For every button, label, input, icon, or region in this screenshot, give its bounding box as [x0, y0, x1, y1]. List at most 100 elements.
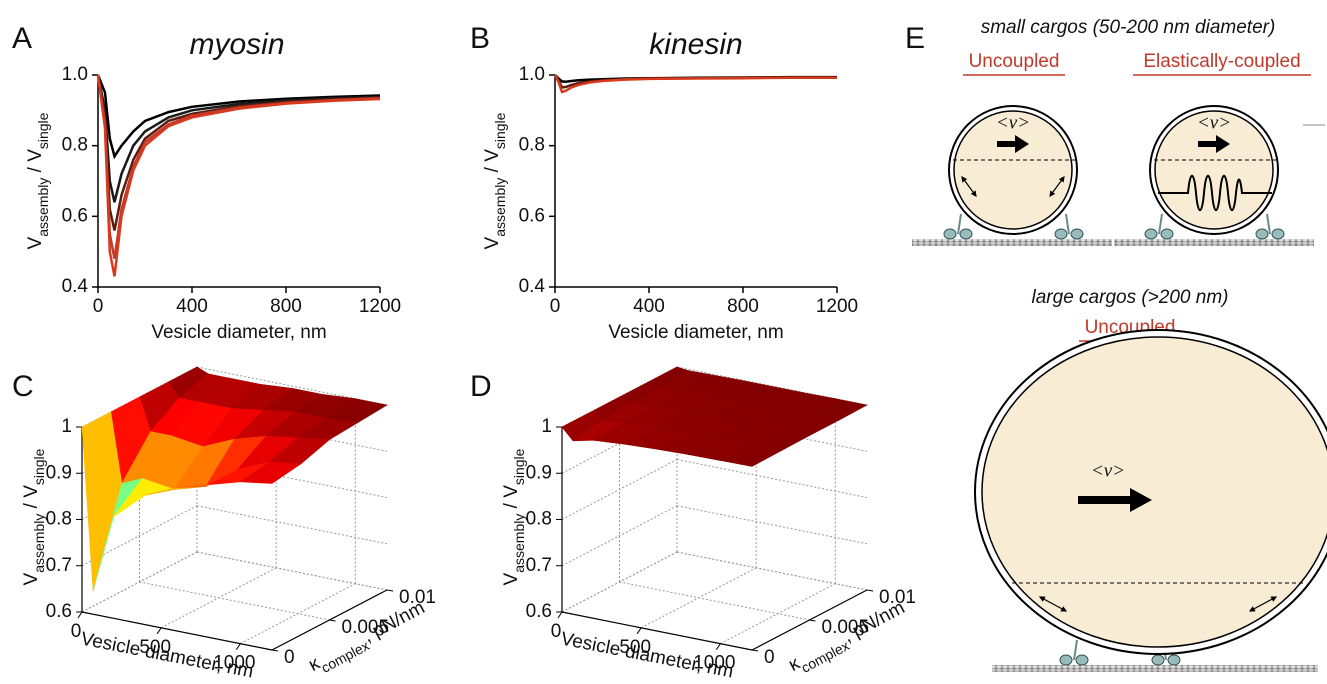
grid-line — [676, 551, 868, 591]
y-tick-label: 0.6 — [62, 205, 88, 226]
y-tick-label: 1.0 — [519, 64, 545, 85]
y-tick-label: 0.01 — [399, 587, 436, 608]
z-tick-label: 0.9 — [526, 462, 552, 483]
y-tick — [386, 589, 394, 592]
x-axis-label: Vesicle diameter, nm — [608, 322, 783, 343]
y-tick — [809, 619, 816, 622]
small-title: small cargos (50-200 nm diameter) — [981, 17, 1276, 38]
y-tick-label: 0.6 — [519, 205, 545, 226]
x-tick — [235, 643, 241, 650]
label-sub: single — [31, 448, 47, 485]
label-part: V — [501, 572, 522, 585]
x-tick-label: 1000 — [213, 653, 255, 674]
velocity-label: <v> — [1091, 460, 1125, 481]
linkers — [957, 213, 1070, 235]
double-arrow — [1248, 596, 1278, 612]
label-part: / V — [501, 485, 522, 514]
chart-title: myosin — [189, 28, 284, 61]
axis-label: Vassembly / Vsingle — [501, 448, 527, 585]
x-tick-label: 1200 — [816, 296, 858, 317]
label-part: V — [482, 236, 503, 249]
label-sub: assembly — [511, 514, 527, 573]
panel-label: A — [12, 22, 32, 55]
panel-label: D — [470, 370, 492, 403]
arrow — [1198, 135, 1230, 153]
x-tick-label: 1200 — [359, 296, 401, 317]
y-tick-label: 0.4 — [62, 276, 89, 297]
label-sub: complex — [318, 637, 372, 676]
y-tick — [271, 649, 279, 652]
z-tick-label: 0.7 — [46, 555, 72, 576]
grid-line — [676, 505, 868, 545]
x-tick — [156, 627, 162, 635]
arrow — [1078, 488, 1152, 512]
x-tick-label: 0 — [551, 621, 562, 642]
x-tick-label: 0 — [93, 296, 104, 317]
grid-line — [676, 459, 868, 498]
arrow — [997, 135, 1029, 153]
x-tick — [77, 611, 83, 619]
label-part: V — [21, 572, 42, 585]
grid-line — [139, 581, 330, 621]
grid-line — [196, 505, 388, 545]
series-line — [96, 74, 381, 277]
label-part: V — [25, 236, 46, 249]
linkers — [1158, 213, 1271, 235]
x-tick-label: 800 — [727, 296, 759, 317]
label-part: / V — [482, 149, 503, 178]
label-part: / V — [21, 485, 42, 514]
axis-line — [751, 589, 868, 651]
microtubule — [912, 239, 1112, 246]
microtubule — [1114, 239, 1314, 246]
y-tick-label: 0.01 — [879, 587, 916, 608]
z-tick-label: 0.6 — [526, 601, 552, 622]
y-tick-label: 0 — [284, 647, 295, 668]
x-tick — [557, 611, 563, 619]
y-tick-label: 0.005 — [822, 617, 870, 638]
y-tick-label: 1.0 — [62, 64, 88, 85]
y-tick-label: 0 — [764, 647, 775, 668]
axis-label: Vassembly / Vsingle — [25, 112, 51, 249]
y-tick — [329, 619, 336, 622]
spring — [1158, 174, 1272, 212]
series-line — [96, 74, 381, 203]
motors — [1059, 654, 1181, 666]
x-tick — [636, 627, 642, 635]
cargo-inner — [953, 110, 1073, 230]
panel-label: C — [12, 370, 34, 403]
x-tick-label: 500 — [139, 637, 171, 658]
motors — [943, 228, 1084, 240]
y-tick-label: 0.8 — [62, 135, 88, 156]
grid-line — [619, 581, 810, 621]
y-tick-label: 0.4 — [519, 276, 546, 297]
cargo-inner — [981, 336, 1327, 648]
y-tick — [751, 649, 759, 652]
x-tick — [715, 643, 721, 650]
z-tick-label: 1 — [61, 416, 72, 437]
x-axis-label: Vesicle diameter, nm — [151, 322, 326, 343]
series-line — [553, 74, 837, 94]
small-left-label: Uncoupled — [969, 51, 1060, 72]
z-tick-label: 0.6 — [46, 601, 72, 622]
z-tick-label: 0.7 — [526, 555, 552, 576]
x-tick-label: 500 — [619, 637, 651, 658]
cargo-inner — [1154, 110, 1274, 230]
label-sub: single — [492, 112, 508, 149]
axis-label: Vassembly / Vsingle — [21, 448, 47, 585]
y-axis-label: κcomplex, pN/nm — [785, 597, 910, 680]
y-axis-label: κcomplex, pN/nm — [305, 597, 430, 680]
chart-title: kinesin — [649, 28, 742, 61]
surface-patch — [239, 461, 302, 484]
panel-label: B — [470, 22, 490, 55]
x-tick-label: 400 — [176, 296, 208, 317]
small-right-label: Elastically-coupled — [1143, 51, 1300, 72]
x-tick-label: 400 — [633, 296, 665, 317]
label-part: , pN/nm — [360, 597, 429, 647]
z-tick-label: 1 — [541, 416, 552, 437]
velocity-label: <v> — [996, 112, 1030, 133]
x-tick-label: 1000 — [693, 653, 735, 674]
x-tick-label: 0 — [71, 621, 82, 642]
label-sub: assembly — [35, 178, 51, 237]
label-part: / V — [25, 149, 46, 178]
large-title: large cargos (>200 nm) — [1032, 287, 1229, 308]
